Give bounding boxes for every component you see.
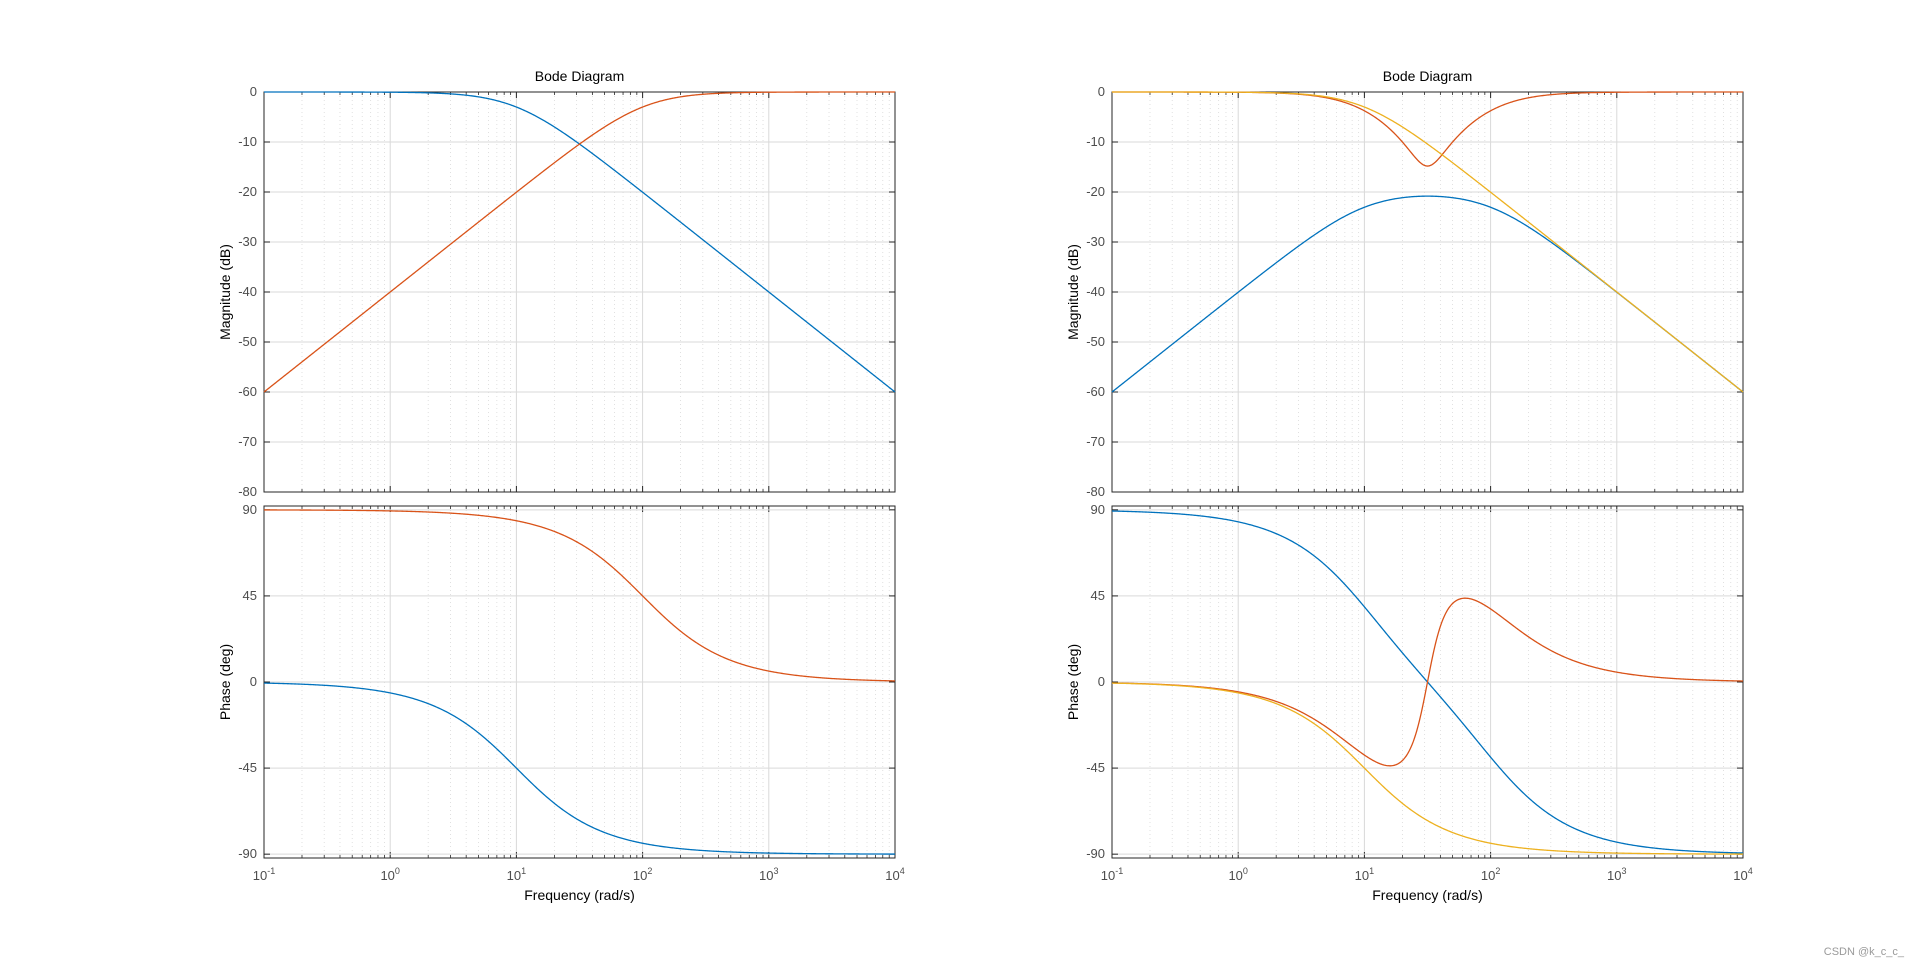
y-tick-label: -80 [238,484,257,499]
y-tick-label: -50 [1086,334,1105,349]
y-tick-label: -30 [1086,234,1105,249]
x-axis-label: Frequency (rad/s) [1372,887,1482,903]
x-tick-exp: 0 [1243,866,1248,876]
y-tick-label: -40 [1086,284,1105,299]
series-line [1111,597,1744,767]
axes-box [1111,91,1744,493]
series-line [1112,91,1744,393]
chart-title: Bode Diagram [535,68,625,84]
x-tick-base: 10 [1228,868,1242,883]
y-tick-label: -20 [238,184,257,199]
x-tick-exp: 3 [774,866,779,876]
y-tick-label: -30 [238,234,257,249]
phase-ylabel: Phase (deg) [1065,644,1081,720]
phase-ylabel: Phase (deg) [217,644,233,720]
y-tick-label: 45 [1091,588,1105,603]
x-tick-base: 10 [253,868,267,883]
y-tick-label: 0 [1098,84,1105,99]
x-tick-label: 101 [507,866,526,883]
watermark: CSDN @k_c_c_ [1823,946,1904,958]
x-tick-base: 10 [507,868,521,883]
x-tick-base: 10 [885,868,899,883]
y-tick-label: -20 [1086,184,1105,199]
y-tick-label: -40 [238,284,257,299]
x-tick-base: 10 [1101,868,1115,883]
y-tick-label: 45 [243,588,257,603]
y-tick-label: 0 [1098,674,1105,689]
x-tick-exp: 4 [900,866,905,876]
x-tick-base: 10 [380,868,394,883]
x-tick-exp: -1 [267,866,275,876]
magnitude-axes-1: 0 -10 -20 -30 -40 -50 -60 -70 -80 Magnitude (dB) [1065,84,1744,499]
y-tick-label: -80 [1086,484,1105,499]
x-tick-label: 104 [1733,866,1752,883]
axes-box [263,505,896,859]
series-line [263,682,895,855]
magnitude-ylabel: Magnitude (dB) [1065,244,1081,340]
x-tick-label: 103 [759,866,778,883]
x-tick-exp: 1 [521,866,526,876]
x-tick-exp: 3 [1622,866,1627,876]
x-tick-base: 10 [1607,868,1621,883]
y-tick-label: 0 [250,674,257,689]
x-tick-base: 10 [759,868,773,883]
y-tick-label: -70 [238,434,257,449]
series-line [1112,91,1743,167]
y-tick-label: -90 [238,846,257,861]
y-tick-label: -50 [238,334,257,349]
series-line [1111,682,1743,855]
series-line [263,91,895,393]
x-tick-label: 104 [885,866,904,883]
x-tick-label: 101 [1355,866,1374,883]
y-tick-label: -45 [1086,760,1105,775]
y-tick-label: -90 [1086,846,1105,861]
y-tick-label: -45 [238,760,257,775]
y-tick-label: -60 [238,384,257,399]
x-tick-exp: 4 [1748,866,1753,876]
phase-axes-1: 90 45 0 -45 -90 Phase (deg) [1065,502,1744,861]
x-tick-label: 103 [1607,866,1626,883]
x-tick-base: 10 [633,868,647,883]
y-tick-label: -60 [1086,384,1105,399]
x-tick-label: 102 [633,866,652,883]
x-tick-exp: -1 [1115,866,1123,876]
x-tick-exp: 2 [1495,866,1500,876]
magnitude-ylabel: Magnitude (dB) [217,244,233,340]
x-tick-exp: 1 [1369,866,1374,876]
y-tick-label: -10 [1086,134,1105,149]
series-line [1111,195,1744,393]
x-tick-label: 102 [1481,866,1500,883]
x-tick-base: 10 [1355,868,1369,883]
y-tick-label: -70 [1086,434,1105,449]
x-tick-label: 100 [380,866,399,883]
x-tick-label: 10-1 [253,866,275,883]
series-line [264,509,896,682]
y-tick-label: 0 [250,84,257,99]
x-tick-label: 10-1 [1101,866,1123,883]
x-tick-exp: 0 [395,866,400,876]
y-tick-label: 90 [243,502,257,517]
x-axis-label: Frequency (rad/s) [524,887,634,903]
magnitude-axes-0: 0 -10 -20 -30 -40 -50 -60 -70 -80 Magnitude (dB) [217,84,896,499]
y-tick-label: -10 [238,134,257,149]
chart-title: Bode Diagram [1383,68,1473,84]
y-tick-label: 90 [1091,502,1105,517]
x-tick-label: 100 [1228,866,1247,883]
phase-axes-0: 90 45 0 -45 -90 Phase (deg) [217,502,896,861]
x-tick-base: 10 [1733,868,1747,883]
x-tick-base: 10 [1481,868,1495,883]
axes-box [263,91,896,493]
x-tick-exp: 2 [647,866,652,876]
axes-box [1111,505,1744,859]
